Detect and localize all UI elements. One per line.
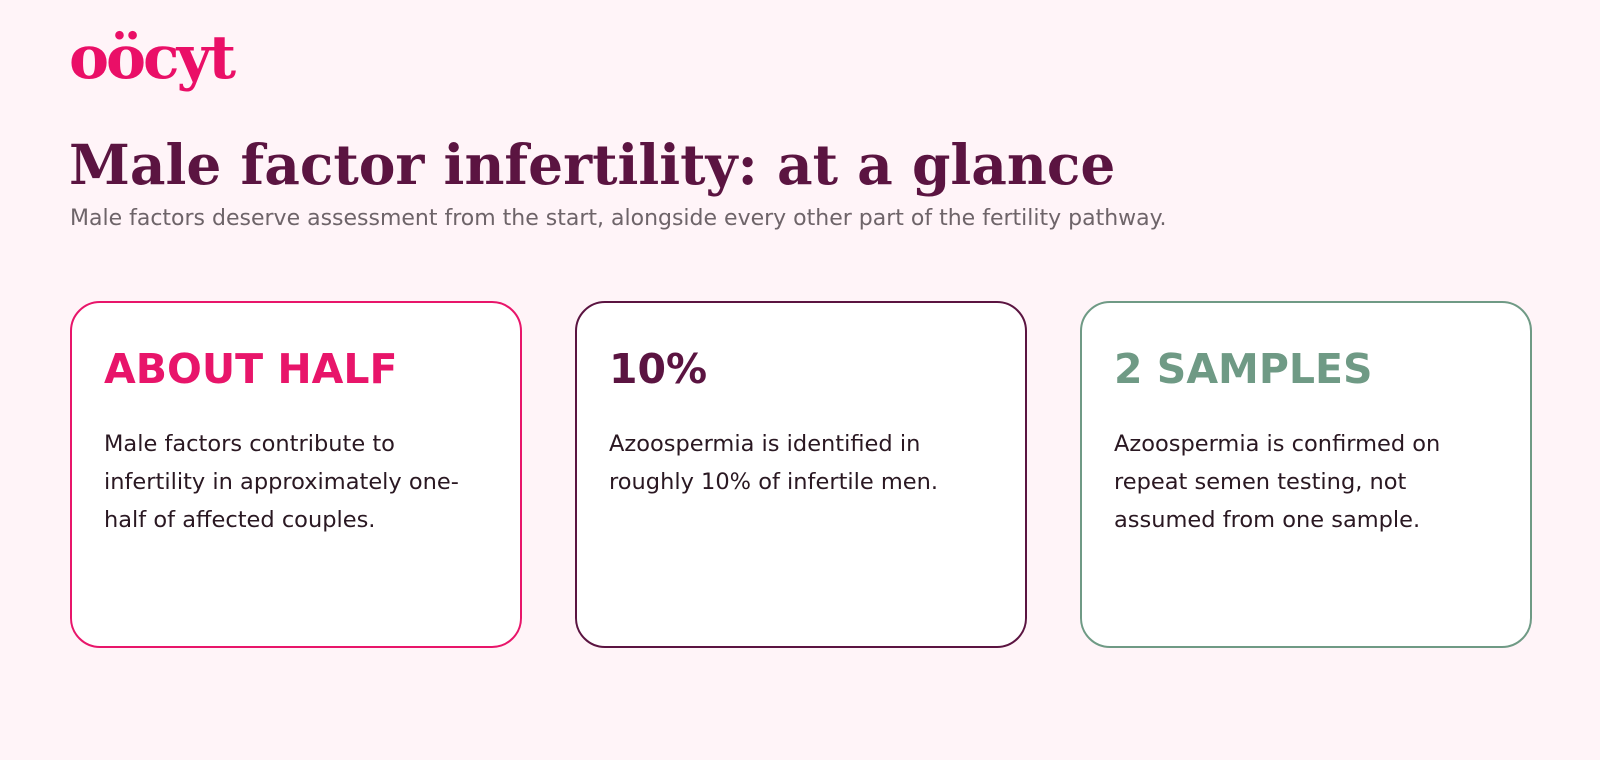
page-subtitle: Male factors deserve assessment from the… (70, 206, 1167, 231)
stat-card-ten-percent: 10% Azoospermia is identified in roughly… (575, 301, 1027, 648)
page-title: Male factor infertility: at a glance (69, 132, 1116, 197)
stat-description: Azoospermia is identified in roughly 10%… (609, 431, 939, 495)
stat-value: 10% (609, 345, 708, 393)
stat-card-two-samples: 2 SAMPLES Azoospermia is confirmed on re… (1080, 301, 1532, 648)
stat-description: Male factors contribute to infertility i… (104, 431, 459, 533)
stat-description: Azoospermia is confirmed on repeat semen… (1114, 431, 1441, 533)
stat-value: ABOUT HALF (104, 345, 398, 393)
stat-card-about-half: ABOUT HALF Male factors contribute to in… (70, 301, 522, 648)
stat-value: 2 SAMPLES (1114, 345, 1373, 393)
brand-logo: oöcyt (69, 23, 236, 93)
